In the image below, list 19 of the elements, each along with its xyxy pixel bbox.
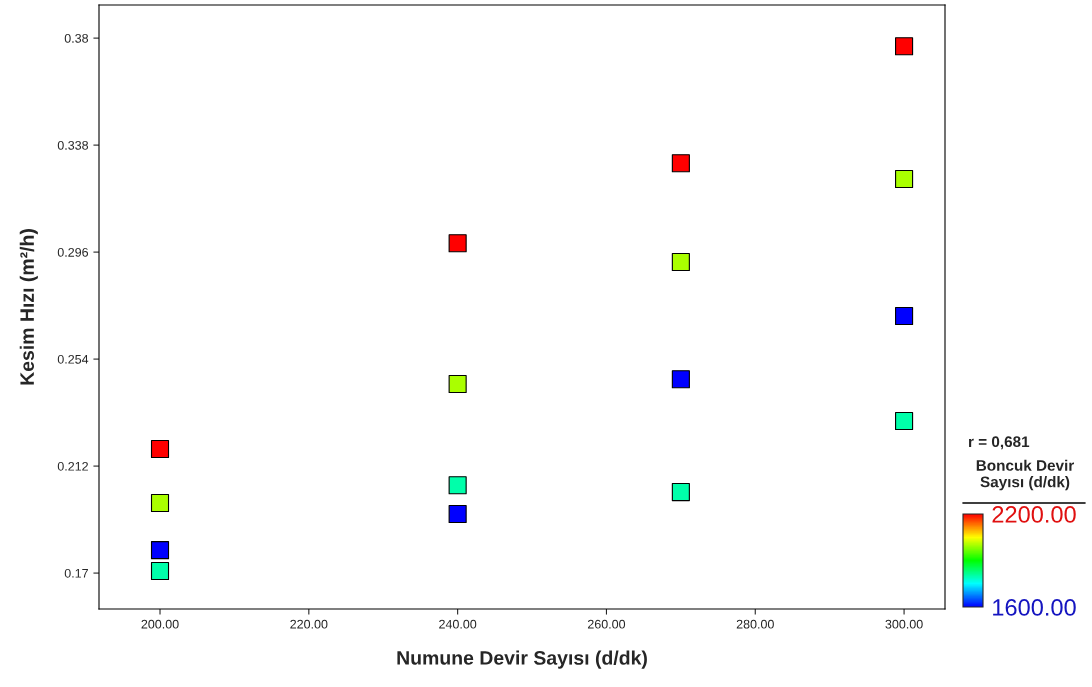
y-tick-label: 0.296	[57, 247, 89, 257]
text: r = 0,681	[969, 436, 1030, 450]
color-bar-title: Boncuk Devir Sayısı (d/dk)	[976, 459, 1075, 491]
y-tick-label: 0.38	[64, 33, 89, 43]
y-tick-label: 0.212	[57, 461, 88, 471]
y-axis-title: Kesim Hızı (m²/h)	[19, 229, 38, 385]
point	[895, 411, 914, 431]
color-bar-label: 2200.00	[992, 506, 1076, 523]
y-tick-label: 0.254	[57, 354, 89, 364]
x-tick-label: 240.00	[439, 619, 477, 629]
x-axis-title: Numune Devir Sayısı (d/dk)	[397, 650, 647, 669]
x-tick-label: 300.00	[885, 619, 923, 629]
x-tick-label: 200.00	[141, 619, 179, 629]
x-tick-label: 280.00	[736, 619, 774, 629]
y-tick-label: 0.338	[57, 140, 89, 150]
y-tick-label: 0.17	[64, 568, 88, 578]
x-tick-label: 220.00	[290, 619, 328, 629]
color-bar-label: 1600.00	[993, 599, 1076, 616]
x-tick-label: 260.00	[587, 619, 626, 629]
